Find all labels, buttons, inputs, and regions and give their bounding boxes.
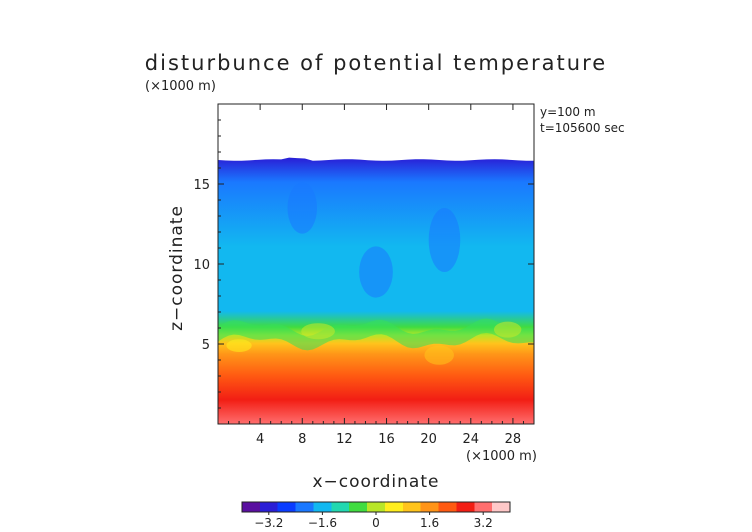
annotation-y: y=100 m	[540, 105, 596, 119]
colorbar-tick-label: −3.2	[254, 516, 283, 530]
plot-area	[218, 104, 534, 424]
colorbar-ticks: −3.2 −1.6 0 1.6 3.2	[254, 512, 493, 530]
y-tick-label: 5	[202, 338, 210, 353]
x-tick-label: 16	[378, 432, 395, 447]
perturbation-cell	[287, 182, 318, 234]
x-axis-label: x−coordinate	[313, 472, 440, 492]
mixing-layer-band	[218, 318, 534, 351]
colorbar-tick-label: 1.6	[420, 516, 439, 530]
y-axis: 5 10 15	[193, 119, 534, 409]
colorbar-tick-label: 3.2	[474, 516, 493, 530]
x-tick-label: 28	[505, 432, 522, 447]
x-axis: 4 8 12 16 20 24 28	[228, 104, 524, 447]
perturbation-cell	[424, 345, 454, 365]
y-unit-label: (×1000 m)	[145, 79, 216, 94]
perturbation-cell	[359, 246, 393, 298]
y-tick-label: 10	[193, 258, 210, 273]
colorbar	[241, 501, 511, 513]
perturbation-cell	[226, 339, 252, 352]
perturbation-cell	[428, 208, 461, 272]
x-unit-label: (×1000 m)	[466, 449, 537, 464]
perturbation-cell	[493, 321, 522, 338]
chart-title: disturbunce of potential temperature	[145, 51, 607, 75]
perturbation-cells	[226, 182, 522, 365]
y-tick-label: 15	[193, 178, 210, 193]
y-axis-label: z−coordinate	[167, 205, 187, 331]
perturbation-cell	[301, 323, 335, 340]
x-tick-label: 12	[336, 432, 353, 447]
x-tick-label: 8	[298, 432, 306, 447]
x-tick-label: 24	[463, 432, 480, 447]
annotation-t: t=105600 sec	[540, 121, 625, 135]
x-tick-label: 20	[420, 432, 437, 447]
colorbar-tick-label: −1.6	[308, 516, 337, 530]
colorbar-tick-label: 0	[372, 516, 380, 530]
x-tick-label: 4	[256, 432, 264, 447]
